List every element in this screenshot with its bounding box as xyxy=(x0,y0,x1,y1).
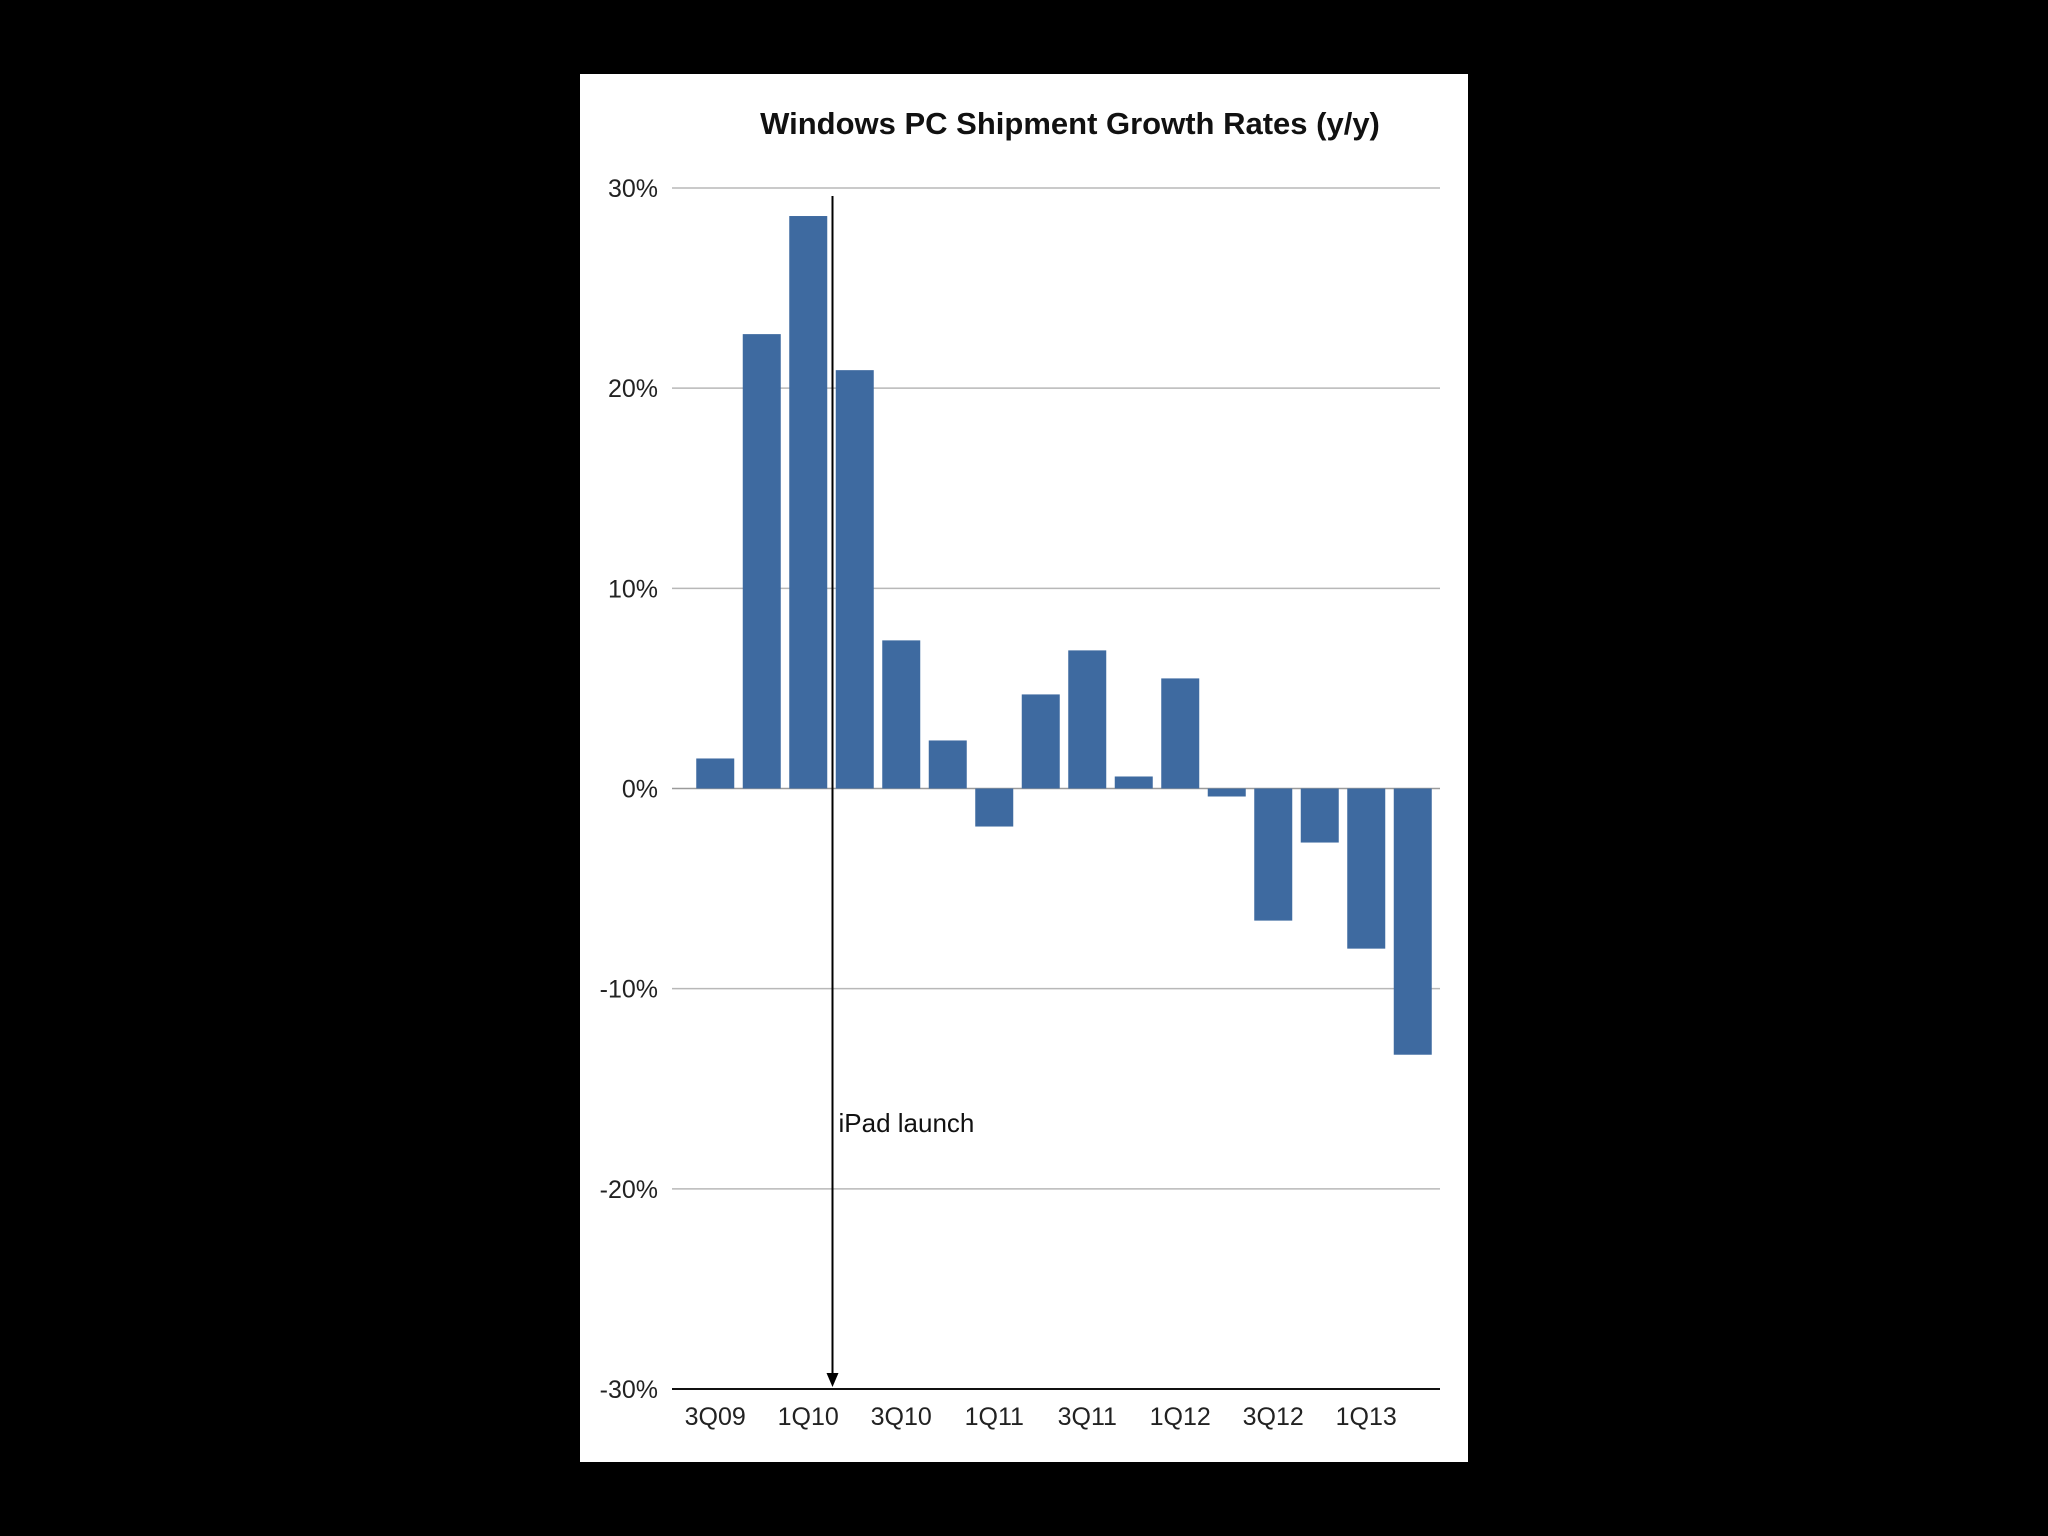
bar-2Q10 xyxy=(835,370,874,789)
y-tick-label: 30% xyxy=(608,175,658,203)
x-tick-label: 1Q12 xyxy=(1150,1403,1211,1431)
bar-1Q13 xyxy=(1347,788,1386,949)
bar-3Q09 xyxy=(696,758,735,789)
y-tick-label: 20% xyxy=(608,375,658,403)
bars xyxy=(696,216,1432,1055)
chart-title: Windows PC Shipment Growth Rates (y/y) xyxy=(760,106,1380,141)
bar-4Q10 xyxy=(928,740,967,789)
y-tick-label: -10% xyxy=(600,976,658,1004)
annotation: iPad launch xyxy=(826,196,975,1387)
annotation-label: iPad launch xyxy=(839,1108,975,1138)
x-tick-label: 3Q09 xyxy=(685,1403,746,1431)
chart-card: Windows PC Shipment Growth Rates (y/y) 3… xyxy=(580,74,1468,1462)
bar-1Q11 xyxy=(975,788,1014,827)
x-tick-label: 3Q12 xyxy=(1243,1403,1304,1431)
bar-4Q12 xyxy=(1300,788,1339,843)
arrow-head-icon xyxy=(826,1373,839,1387)
x-tick-label: 1Q10 xyxy=(778,1403,839,1431)
bar-1Q12 xyxy=(1161,678,1200,789)
y-tick-label: 0% xyxy=(622,776,658,804)
x-tick-label: 3Q11 xyxy=(1058,1403,1117,1431)
bar-1Q10 xyxy=(789,216,828,789)
y-tick-label: -20% xyxy=(600,1176,658,1204)
bar-2Q12 xyxy=(1207,788,1246,797)
bar-3Q10 xyxy=(882,640,921,789)
bar-4Q11 xyxy=(1114,776,1153,789)
bar-chart: Windows PC Shipment Growth Rates (y/y) 3… xyxy=(600,106,1440,1431)
bar-4Q09 xyxy=(742,334,781,789)
y-tick-label: 10% xyxy=(608,575,658,603)
y-tick-label: -30% xyxy=(600,1376,658,1404)
bar-2Q13 xyxy=(1393,788,1432,1055)
bar-2Q11 xyxy=(1021,694,1060,789)
x-tick-label: 3Q10 xyxy=(871,1403,932,1431)
bar-3Q11 xyxy=(1068,650,1107,789)
x-tick-label: 1Q13 xyxy=(1336,1403,1397,1431)
bar-3Q12 xyxy=(1254,788,1293,921)
x-tick-label: 1Q11 xyxy=(965,1403,1024,1431)
axes: 30% 20% 10% 0% -10% -20% -30% 3Q09 1Q10 3Q10 1Q11 3… xyxy=(600,175,1397,1431)
